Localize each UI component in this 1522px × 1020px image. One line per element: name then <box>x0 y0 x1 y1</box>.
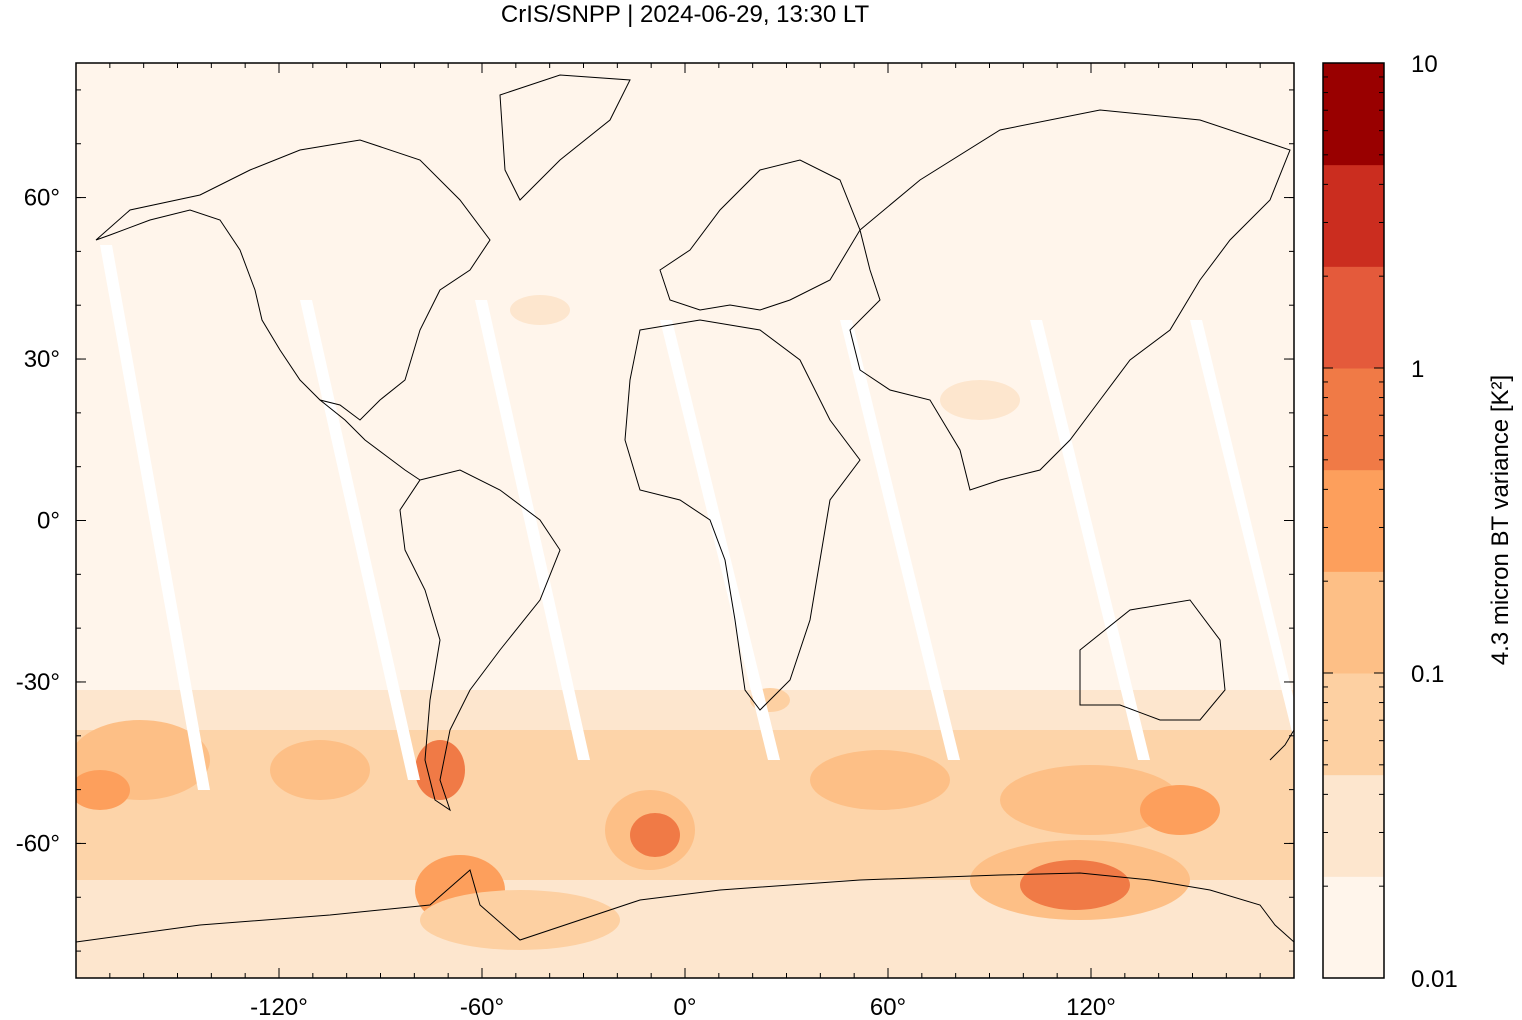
coast-south-america <box>399 469 561 812</box>
x-tick-label: -120° <box>250 994 308 1020</box>
swath-gap <box>660 320 780 760</box>
coast-central-america <box>319 399 421 481</box>
colorbar-frame <box>1322 62 1385 979</box>
colorbar-swatch <box>1323 63 1384 166</box>
colorbar-tick-label: 10 <box>1411 51 1438 78</box>
x-axis-ticks: -120° -60° 0° 60° 120° <box>109 63 1261 1020</box>
swath-gap <box>100 245 210 790</box>
patch <box>420 890 620 950</box>
colorbar-tick-label: 1 <box>1411 356 1424 383</box>
y-tick-label: 30° <box>24 346 60 373</box>
x-tick-label: 60° <box>870 994 906 1020</box>
colorbar-swatch <box>1323 571 1384 674</box>
coast-greenland <box>499 74 631 201</box>
colorbar: 0.01 0.1 1 10 4.3 micron BT variance [K²] <box>1322 51 1514 993</box>
swath-gap <box>1190 320 1294 740</box>
coast-new-zealand <box>1269 729 1294 761</box>
coast-asia <box>849 109 1291 491</box>
colorbar-swatch <box>1323 266 1384 369</box>
colorbar-tick-label: 0.01 <box>1411 966 1458 993</box>
swath-gap <box>840 320 960 760</box>
x-tick-label: -60° <box>460 994 504 1020</box>
coast-europe <box>659 159 861 311</box>
colorbar-label: 4.3 micron BT variance [K²] <box>1487 375 1514 665</box>
patch <box>940 380 1020 420</box>
patch <box>270 740 370 800</box>
map-plot-area <box>76 63 1294 978</box>
coast-north-america <box>95 139 491 421</box>
colorbar-swatch <box>1323 774 1384 877</box>
patch <box>1000 765 1180 835</box>
coast-africa <box>624 319 861 711</box>
y-tick-label: -60° <box>16 830 60 857</box>
swath-gap <box>1030 320 1150 760</box>
colorbar-tick-label: 0.1 <box>1411 661 1444 688</box>
swath-gap <box>300 300 420 780</box>
chart-title: CrIS/SNPP | 2024-06-29, 13:30 LT <box>500 1 870 28</box>
patch <box>630 813 680 857</box>
colorbar-swatches <box>1323 63 1384 979</box>
patch <box>415 740 465 800</box>
patch <box>810 750 950 810</box>
coastlines <box>76 74 1294 943</box>
y-axis-ticks: 60° 30° 0° -30° -60° <box>16 89 1294 952</box>
y-tick-label: 60° <box>24 185 60 212</box>
y-tick-label: 0° <box>37 508 60 535</box>
x-tick-label: 120° <box>1066 994 1116 1020</box>
colorbar-swatch <box>1323 368 1384 471</box>
colorbar-swatch <box>1323 673 1384 776</box>
colorbar-swatch <box>1323 876 1384 979</box>
coast-antarctica <box>76 869 1294 943</box>
variance-patches <box>76 295 1220 950</box>
swath-gaps <box>100 245 1294 790</box>
colorbar-swatch <box>1323 469 1384 572</box>
colorbar-ticks: 0.01 0.1 1 10 <box>1323 51 1458 993</box>
x-tick-label: 0° <box>674 994 697 1020</box>
patch <box>1140 785 1220 835</box>
y-tick-label: -30° <box>16 669 60 696</box>
swath-gap <box>475 300 590 760</box>
colorbar-swatch <box>1323 164 1384 267</box>
patch <box>1020 860 1130 910</box>
patch <box>76 770 130 810</box>
patch <box>510 295 570 325</box>
coast-australia <box>1079 599 1226 721</box>
